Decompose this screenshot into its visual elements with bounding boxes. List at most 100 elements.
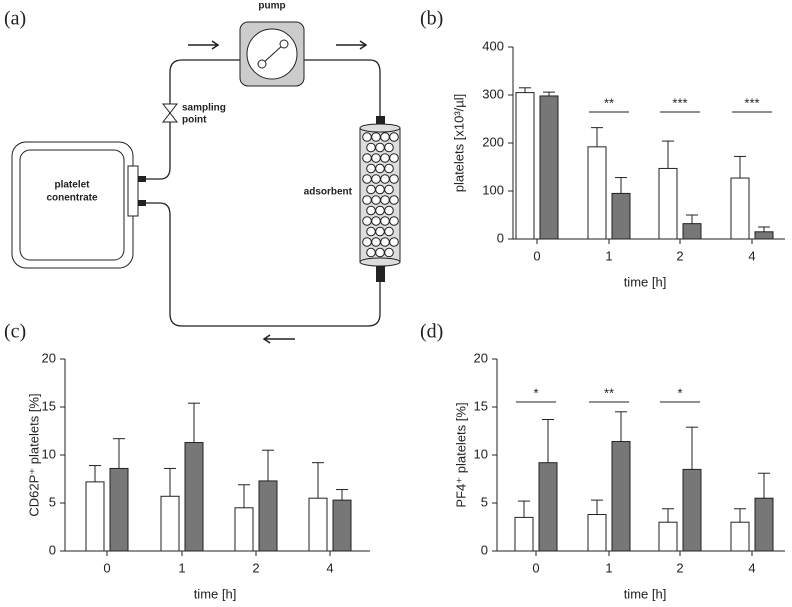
bead (389, 174, 399, 184)
bar (234, 507, 254, 552)
significance-label: *** (744, 95, 759, 110)
sampling-label: sampling (182, 103, 226, 114)
bead (384, 247, 394, 258)
x-tick-label: 0 (533, 248, 540, 263)
bar (515, 92, 535, 240)
bead (380, 237, 390, 247)
x-tick-label: 2 (676, 560, 683, 575)
significance-label: ** (604, 95, 614, 110)
bead (380, 216, 390, 226)
bead (362, 153, 372, 163)
x-axis-label: time [h] (624, 586, 667, 601)
connector (127, 165, 139, 217)
bar (539, 95, 559, 240)
bead (384, 205, 394, 216)
pump-rotor (246, 28, 298, 80)
bar (682, 468, 702, 552)
bead (375, 205, 385, 216)
bead (371, 153, 381, 163)
significance-label: ** (604, 385, 614, 400)
bead (362, 174, 372, 184)
bar (587, 146, 607, 240)
bead (362, 237, 372, 247)
bead (389, 132, 399, 142)
bead (384, 226, 394, 237)
x-axis-label: time [h] (194, 586, 237, 601)
bead (389, 216, 399, 226)
bead (375, 226, 385, 237)
x-axis-label: time [h] (624, 274, 667, 289)
x-tick-label: 4 (748, 248, 755, 263)
y-tick-label: 5 (481, 494, 488, 509)
bead (371, 216, 381, 226)
bead (371, 195, 381, 205)
bead (362, 216, 372, 226)
bar (258, 480, 278, 552)
bar (514, 516, 534, 552)
roller (279, 39, 289, 49)
bag-label: platelet (54, 180, 90, 191)
bead (389, 153, 399, 163)
y-tick-label: 20 (474, 350, 488, 365)
x-tick-label: 0 (103, 560, 110, 575)
bead (371, 132, 381, 142)
bead (384, 184, 394, 195)
sampling-label: point (182, 115, 207, 126)
bar (754, 497, 774, 552)
pump-label: pump (258, 1, 285, 12)
bar (109, 467, 129, 552)
y-tick-label: 5 (49, 494, 56, 509)
roller (257, 59, 267, 69)
sampling-valve (161, 103, 179, 123)
y-axis-label: PF4⁺ platelets [%] (453, 402, 468, 507)
bag-label: conentrate (46, 193, 98, 204)
bar (754, 231, 774, 240)
y-tick-label: 10 (474, 446, 488, 461)
y-tick-label: 0 (481, 542, 488, 557)
y-tick-label: 0 (497, 230, 504, 245)
x-tick-label: 0 (532, 560, 539, 575)
y-tick-label: 15 (42, 398, 56, 413)
y-tick-label: 10 (42, 446, 56, 461)
bar (658, 521, 678, 552)
flow-arrow (262, 334, 295, 344)
bead (366, 184, 376, 195)
x-tick-label: 4 (326, 560, 333, 575)
circuit-diagram: (a) platelet conentrate sampling point p… (4, 1, 401, 344)
panel-label: (c) (4, 321, 26, 343)
bar (538, 462, 558, 552)
bar (587, 514, 607, 552)
bead (366, 205, 376, 216)
tube (146, 202, 381, 327)
bar (682, 223, 702, 240)
bar (160, 495, 180, 552)
significance-label: *** (672, 95, 687, 110)
bar (611, 441, 631, 552)
bead (371, 237, 381, 247)
y-tick-label: 0 (49, 542, 56, 557)
x-tick-label: 1 (605, 560, 612, 575)
bar (85, 481, 105, 552)
bead (380, 174, 390, 184)
port (138, 176, 146, 182)
bag-inner (19, 149, 125, 261)
bar (184, 442, 204, 552)
bead (384, 142, 394, 153)
bead (380, 195, 390, 205)
significance-label: * (677, 385, 682, 400)
bead (375, 184, 385, 195)
y-tick-label: 100 (482, 182, 504, 197)
adsorbent-label: adsorbent (304, 187, 353, 198)
cap (376, 266, 385, 282)
y-tick-label: 20 (42, 350, 56, 365)
significance-label: * (533, 385, 538, 400)
bead (389, 195, 399, 205)
bead (366, 142, 376, 153)
bead (375, 142, 385, 153)
x-tick-label: 1 (605, 248, 612, 263)
bead (389, 237, 399, 247)
bar (332, 499, 352, 552)
column-top (359, 123, 401, 133)
bead (375, 163, 385, 174)
x-tick-label: 1 (178, 560, 185, 575)
